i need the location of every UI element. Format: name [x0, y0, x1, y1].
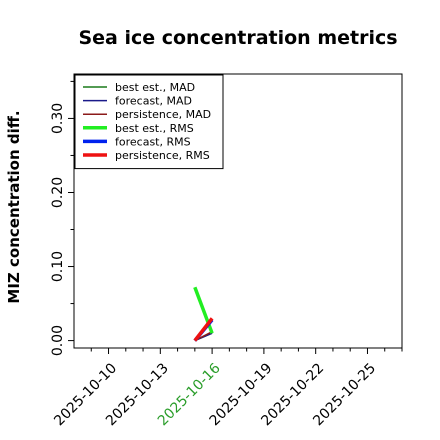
legend-label: best est., RMS [115, 122, 194, 135]
plot-area: 0.000.100.200.302025-10-102025-10-132025… [50, 73, 403, 429]
y-tick-label: 0.10 [50, 251, 66, 282]
y-axis-label: MIZ concentration diff. [5, 110, 23, 303]
legend-label: forecast, RMS [115, 135, 191, 148]
series-line [193, 286, 214, 334]
y-tick-label: 0.00 [50, 325, 66, 356]
y-tick-label: 0.20 [50, 177, 66, 208]
series-line [193, 317, 214, 342]
legend-label: persistence, RMS [115, 149, 210, 162]
plot-frame [73, 73, 403, 349]
legend-label: persistence, MAD [115, 108, 211, 121]
legend-label: forecast, MAD [115, 95, 192, 108]
legend-box [74, 74, 224, 170]
y-tick-label: 0.30 [50, 103, 66, 134]
legend-label: best est., MAD [115, 81, 195, 94]
chart-title: Sea ice concentration metrics [78, 27, 397, 49]
